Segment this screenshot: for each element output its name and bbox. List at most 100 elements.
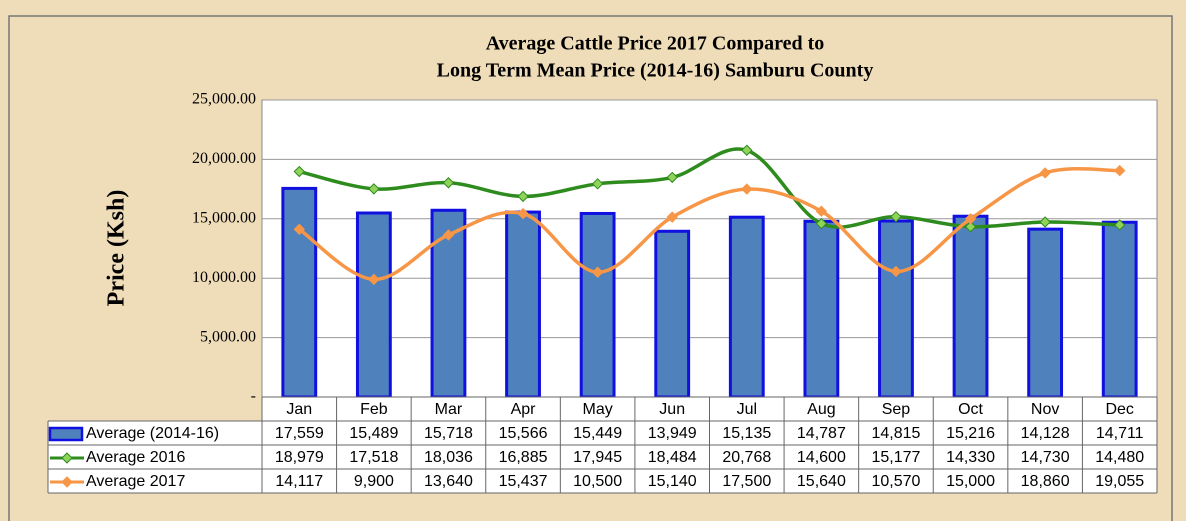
marker (442, 229, 455, 241)
marker (442, 177, 455, 189)
table-cell: 15,718 (424, 425, 473, 442)
x-tick-label: Jan (286, 401, 312, 418)
table-cell: 14,815 (871, 425, 920, 442)
table-cell: 15,489 (349, 425, 398, 442)
table-cell: 14,787 (797, 425, 846, 442)
y-tick-label: 20,000.00 (192, 150, 256, 167)
marker (815, 205, 828, 217)
table-cell: 17,500 (722, 473, 771, 490)
bar (654, 229, 691, 399)
marker (517, 207, 529, 220)
marker (293, 165, 305, 178)
marker (1039, 167, 1051, 179)
table-cell: 15,140 (648, 473, 697, 490)
y-tick-label: 10,000.00 (192, 269, 256, 286)
table-cell: 10,500 (573, 473, 622, 490)
marker (666, 171, 678, 184)
x-tick-label: Feb (360, 401, 388, 418)
bar (505, 210, 541, 399)
table-cell: 17,518 (349, 449, 398, 466)
legend-label: Average 2017 (86, 473, 185, 490)
chart-title: Average Cattle Price 2017 Compared to (486, 33, 825, 55)
y-tick-label: 5,000.00 (200, 328, 256, 345)
plot-area (261, 99, 1158, 398)
marker (1114, 164, 1126, 177)
x-tick-label: Nov (1031, 401, 1059, 418)
table-cell: 13,640 (424, 473, 473, 490)
x-tick-label: Jul (737, 401, 757, 418)
table-cell: 14,730 (1021, 449, 1070, 466)
marker (815, 217, 828, 230)
table-cell: 19,055 (1095, 473, 1144, 490)
x-tick-label: Jun (659, 401, 685, 418)
x-tick-label: May (583, 401, 613, 418)
x-tick-label: Dec (1105, 401, 1133, 418)
table-cell: 13,949 (648, 425, 697, 442)
marker (741, 183, 753, 195)
marker (591, 178, 604, 190)
table-cell: 20,768 (722, 449, 771, 466)
table-cell: 14,128 (1021, 425, 1070, 442)
marker (890, 265, 902, 278)
marker (517, 190, 529, 203)
table-cell: 14,711 (1096, 425, 1144, 442)
table-cell: 14,600 (797, 449, 846, 466)
table-cell: 15,000 (946, 473, 995, 490)
bar (1027, 227, 1064, 399)
bar (878, 219, 914, 399)
table-cell: 18,036 (424, 449, 473, 466)
table-cell: 15,437 (499, 473, 548, 490)
legend-label: Average 2016 (86, 449, 185, 466)
table-cell: 18,484 (648, 449, 697, 466)
table-cell: 9,900 (354, 473, 394, 490)
marker (1039, 216, 1051, 228)
y-tick-label: - (251, 388, 256, 405)
bar (728, 215, 765, 399)
chart-frame (8, 15, 1173, 521)
bar (281, 186, 318, 399)
bar (1101, 220, 1138, 399)
y-axis-label: Price (Ksh) (104, 190, 130, 307)
bar (952, 214, 989, 399)
marker (964, 213, 977, 225)
bar (803, 219, 840, 399)
table-cell: 10,570 (871, 473, 920, 490)
marker (368, 273, 380, 286)
marker (666, 211, 678, 223)
marker (591, 266, 604, 278)
table-bg (48, 421, 1157, 493)
bar (579, 211, 616, 399)
x-tick-label: Oct (958, 401, 983, 418)
marker (964, 221, 977, 233)
table-cell: 15,216 (946, 425, 995, 442)
x-tick-label: Sep (882, 401, 911, 418)
table-cell: 15,449 (573, 425, 622, 442)
y-tick-label: 15,000.00 (192, 209, 256, 226)
table-cell: 14,330 (946, 449, 995, 466)
marker (890, 210, 902, 223)
table-cell: 18,860 (1021, 473, 1070, 490)
table-cell: 15,640 (797, 473, 846, 490)
legend-swatch (61, 452, 73, 464)
chart-title: Long Term Mean Price (2014-16) Samburu C… (437, 60, 874, 82)
marker (1114, 219, 1126, 231)
legend-swatch (61, 476, 73, 488)
table-cell: 15,135 (722, 425, 771, 442)
table-cell: 15,566 (499, 425, 548, 442)
x-tick-label: Aug (807, 401, 835, 418)
marker (741, 144, 753, 156)
table-cell: 15,177 (871, 449, 920, 466)
table-cell: 14,480 (1095, 449, 1144, 466)
marker (293, 223, 305, 235)
marker (368, 183, 380, 195)
legend-swatch (48, 426, 84, 442)
y-tick-label: 25,000.00 (192, 91, 256, 108)
legend-label: Average (2014-16) (86, 425, 219, 442)
x-tick-label: Mar (435, 401, 463, 418)
table-cell: 17,945 (573, 449, 622, 466)
table-cell: 14,117 (275, 473, 323, 490)
table-cell: 16,885 (499, 449, 548, 466)
table-cell: 17,559 (275, 425, 324, 442)
bar (355, 211, 392, 399)
